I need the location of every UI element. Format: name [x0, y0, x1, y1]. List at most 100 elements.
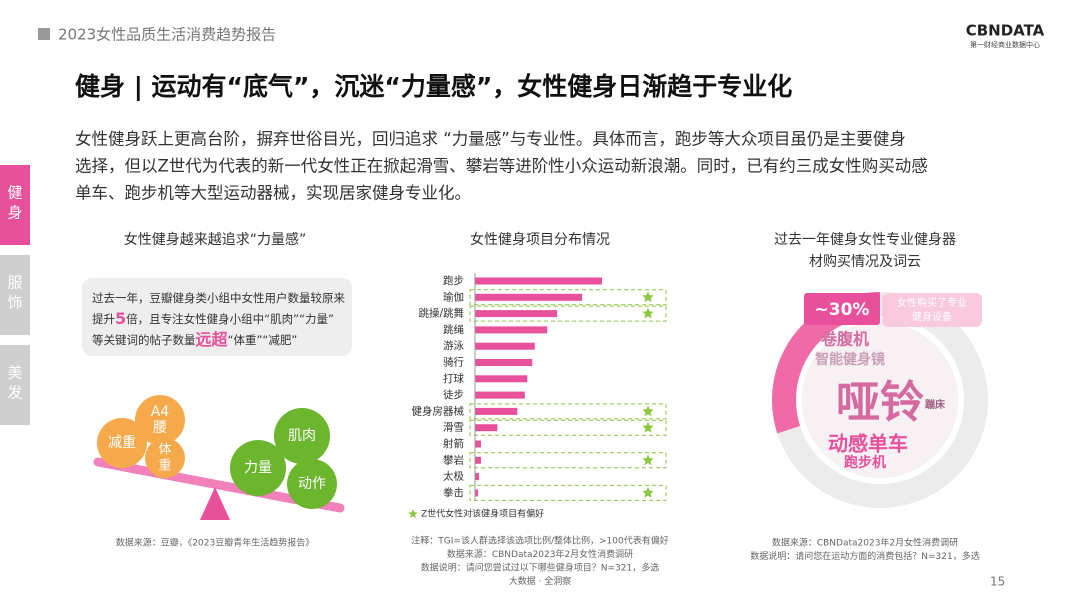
- legend-label: Z世代女性对该健身项目有偏好: [421, 508, 544, 520]
- donut-label-part: 女性购买了专业: [897, 296, 967, 309]
- legend-star: [408, 509, 418, 518]
- side-tab: [0, 165, 30, 245]
- star: [642, 421, 654, 433]
- note: 数据来源：CBNData2023年2月女性消费调研: [447, 548, 633, 560]
- page-number: 15: [990, 575, 1005, 589]
- intro-line: 单车、跑步机等大型运动器械，实现居家健身专业化。: [75, 184, 471, 203]
- callout-box: [82, 278, 352, 356]
- bubble-label: 减重: [108, 435, 136, 451]
- side-tab-char: 发: [7, 384, 22, 402]
- side-tab-char: 身: [7, 204, 22, 222]
- y-tick-label: 徒步: [443, 388, 464, 401]
- word: 卷腹机: [820, 330, 869, 349]
- bar: [475, 473, 479, 481]
- highlight-box: [469, 403, 667, 420]
- note: 大数据 · 全洞察: [509, 575, 572, 587]
- y-tick-label: 骑行: [443, 356, 464, 369]
- star: [642, 307, 654, 319]
- bar: [475, 293, 583, 301]
- intro-line: 女性健身跃上更高台阶，摒弃世俗目光，回归追求 “力量感”与专业性。具体而言，跑步…: [75, 130, 906, 149]
- note: 数据说明：请问您在运动方面的消费包括？N=321，多选: [750, 550, 979, 562]
- word: 跑步机: [844, 454, 886, 471]
- bubble: [145, 438, 185, 478]
- highlight-box: [469, 484, 667, 501]
- star: [642, 486, 654, 498]
- note: 数据说明：请问您尝试过以下哪些健身项目？N=321，多选: [421, 562, 659, 574]
- star: [642, 291, 654, 303]
- callout-line: 提升5倍，且专注女性健身小组中“肌肉”“力量”: [92, 309, 334, 328]
- bar: [475, 424, 498, 432]
- value-badge: [804, 293, 880, 325]
- title: 健身 | 运动有“底气”，沉迷“力量感”，女性健身日渐趋于专业化: [75, 72, 792, 101]
- note: 注释：TGI=该人群选择该选项比例/整体比例，>100代表有偏好: [411, 535, 668, 547]
- donut-title: 材购买情况及词云: [809, 254, 921, 270]
- y-tick-label: 太极: [443, 470, 464, 483]
- highlight-box: [469, 305, 667, 322]
- bubble-label: A4: [151, 404, 170, 420]
- callout-segment: 提升: [92, 312, 115, 326]
- word: 动感单车: [828, 432, 908, 456]
- bubble: [135, 395, 185, 445]
- logo: CBNDATA: [966, 22, 1045, 40]
- callout-segment: 过去一年，豆瓣健身类小组中女性用户数量较原来: [92, 291, 345, 305]
- highlight-box: [469, 452, 667, 469]
- side-tab-char: 健: [7, 184, 22, 202]
- donut-label: 女性购买了专业健身设备: [897, 296, 967, 323]
- bar: [475, 359, 533, 366]
- callout-segment: 远超: [196, 330, 229, 349]
- bar: [475, 375, 528, 383]
- intro-line: 选择，但以Z世代为代表的新一代女性正在掀起滑雪、攀岩等进阶性小众运动新浪潮。同时…: [75, 157, 928, 176]
- left-heading: 女性健身越来越追求“力量感”: [124, 231, 307, 248]
- bar: [475, 277, 602, 285]
- callout-line: 等关键词的帖子数量远超“体重”“减肥”: [92, 330, 297, 349]
- note: 数据来源：CBNData2023年2月女性消费调研: [772, 537, 958, 549]
- bubble-label: 体: [158, 443, 171, 458]
- star: [642, 405, 654, 417]
- bubble-label: 力量: [244, 460, 272, 476]
- word: 哑铃: [836, 377, 924, 428]
- bubble: [230, 440, 286, 496]
- bar: [475, 342, 535, 350]
- logo-sub: 第一财经商业数据中心: [970, 40, 1040, 49]
- y-tick-label: 健身房器械: [412, 404, 465, 417]
- y-tick-label: 打球: [443, 372, 464, 385]
- y-tick-label: 跳绳: [443, 323, 464, 336]
- bubble-label: 动作: [298, 476, 326, 492]
- y-tick-label: 跳操/跳舞: [418, 307, 464, 320]
- highlight-box: [469, 419, 667, 436]
- side-tab: [0, 255, 30, 335]
- callout-segment: “体重”“减肥”: [228, 333, 298, 347]
- donut-inner: [802, 322, 958, 478]
- chart-title: 女性健身项目分布情况: [470, 231, 610, 248]
- callout-segment: 等关键词的帖子数量: [92, 333, 196, 347]
- bubble: [287, 459, 337, 509]
- word: 蹦床: [925, 398, 946, 411]
- y-tick-label: 射箭: [443, 437, 464, 450]
- bar: [475, 310, 558, 318]
- bubble-label: 肌肉: [288, 428, 316, 444]
- y-tick-label: 拳击: [443, 486, 464, 499]
- side-tab: [0, 345, 30, 425]
- bubble-label: 重: [158, 458, 171, 474]
- star: [642, 454, 654, 466]
- side-tab-char: 美: [7, 364, 22, 382]
- side-tab-char: 饰: [7, 294, 22, 312]
- bar: [475, 456, 481, 464]
- callout-segment: 倍，且专注女性健身小组中“肌肉”“力量”: [126, 312, 334, 326]
- left-source: 数据来源：豆瓣，《2023豆瓣青年生活趋势报告》: [116, 537, 314, 549]
- callout-segment: 5: [115, 309, 126, 328]
- y-tick-label: 跑步: [443, 274, 464, 287]
- bar: [475, 391, 525, 399]
- y-tick-label: 瑜伽: [443, 290, 464, 303]
- y-tick-label: 攀岩: [443, 453, 464, 466]
- bubble-label: 腰: [153, 420, 167, 436]
- bubble: [97, 418, 147, 468]
- word: 智能健身镜: [814, 351, 885, 368]
- seesaw-pivot: [200, 487, 230, 520]
- y-tick-label: 游泳: [443, 339, 464, 352]
- label-bg: [882, 293, 982, 327]
- bar: [475, 326, 548, 334]
- bar: [475, 489, 478, 497]
- highlight-box: [469, 289, 667, 306]
